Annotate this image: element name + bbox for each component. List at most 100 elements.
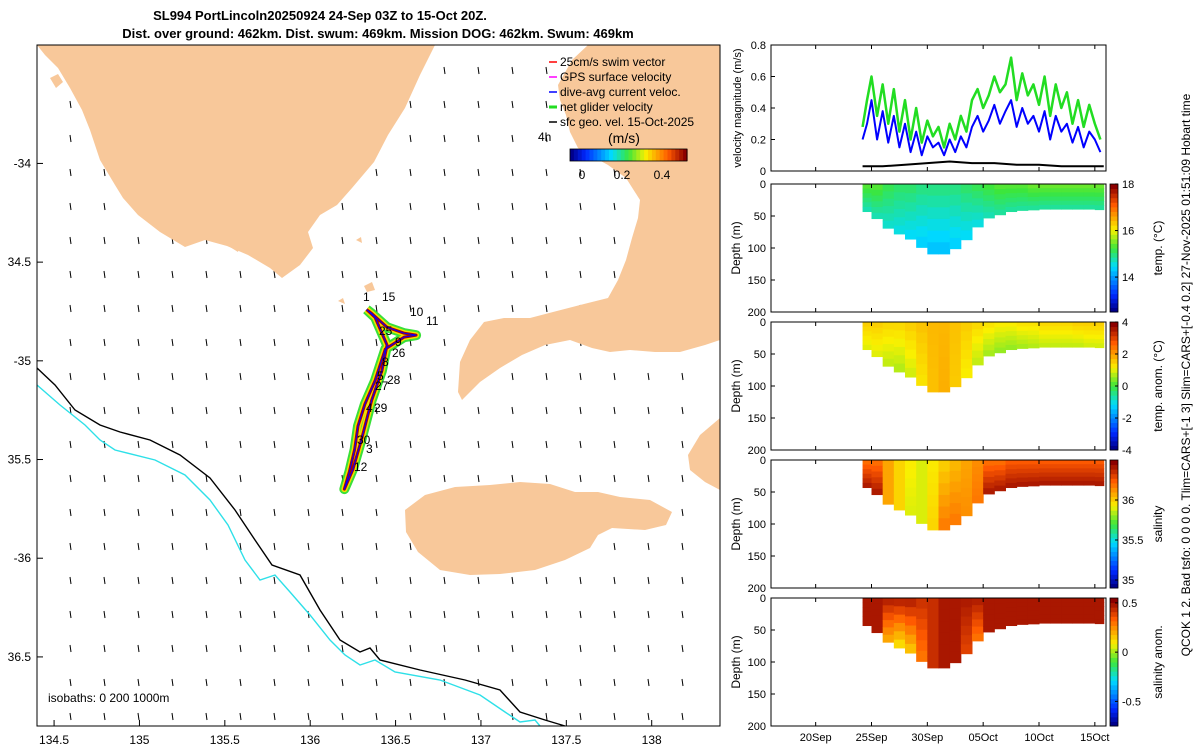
sfc-geo-arrow bbox=[477, 474, 480, 483]
temperature-section: 0 50 100 150 200 Depth (m) 14 16 18 temp. (°C) bbox=[729, 179, 1165, 319]
sfc-geo-arrow bbox=[69, 270, 72, 279]
section-cell bbox=[871, 350, 884, 358]
sfc-geo-arrow bbox=[477, 168, 480, 177]
sfc-geo-arrow bbox=[443, 678, 446, 687]
sfc-geo-arrow bbox=[137, 270, 140, 279]
sfc-geo-arrow bbox=[69, 474, 72, 483]
section-colorbar-swatch bbox=[1110, 363, 1118, 369]
section-y-tick-label: 100 bbox=[748, 243, 766, 255]
sfc-geo-arrow bbox=[375, 542, 378, 551]
sfc-geo-arrow bbox=[375, 168, 378, 177]
section-cell bbox=[916, 236, 928, 248]
section-cell bbox=[1083, 476, 1096, 482]
section-colorbar-swatch bbox=[1110, 524, 1118, 530]
section-cell bbox=[1039, 598, 1051, 603]
section-cell bbox=[905, 598, 917, 608]
section-colorbar-swatch bbox=[1110, 302, 1118, 308]
section-cell bbox=[1094, 326, 1105, 332]
colorbar-tick-2: 0.4 bbox=[654, 168, 671, 182]
section-colorbar-swatch bbox=[1110, 616, 1118, 622]
sfc-geo-arrow bbox=[443, 202, 446, 211]
section-cell bbox=[938, 460, 951, 473]
colorbar-swatch bbox=[663, 149, 669, 161]
section-cell bbox=[1083, 196, 1096, 202]
section-cell bbox=[960, 469, 973, 480]
time-axis: 20Sep 25Sep 30Sep 05Oct 10Oct 15Oct bbox=[800, 732, 1110, 744]
sfc-geo-arrow bbox=[171, 576, 174, 585]
sfc-geo-arrow bbox=[409, 542, 412, 551]
section-colorbar-swatch bbox=[1110, 648, 1118, 654]
section-cell bbox=[972, 633, 984, 642]
section-cell bbox=[1050, 322, 1062, 327]
legend-net-label: net glider velocity bbox=[560, 100, 653, 114]
map-legend: 25cm/s swim vector GPS surface velocity … bbox=[538, 55, 694, 182]
section-cell bbox=[1094, 619, 1105, 625]
section-cell bbox=[882, 467, 895, 476]
section-cell bbox=[972, 460, 984, 468]
sfc-geo-arrow bbox=[137, 712, 140, 721]
section-cell bbox=[882, 620, 895, 628]
section-cell bbox=[938, 471, 951, 484]
section-cell bbox=[938, 195, 951, 208]
section-cell bbox=[983, 184, 995, 191]
section-cell bbox=[1027, 606, 1040, 612]
sfc-geo-arrow bbox=[375, 508, 378, 517]
section-cell bbox=[927, 207, 939, 220]
legend-swim-vector: 25cm/s swim vector bbox=[549, 55, 665, 69]
section-cell bbox=[1016, 615, 1029, 621]
section-cell bbox=[905, 349, 917, 360]
section-cell bbox=[960, 359, 973, 369]
sfc-geo-arrow bbox=[579, 202, 582, 211]
section-cell bbox=[1072, 480, 1085, 486]
section-cell bbox=[960, 193, 973, 204]
section-colorbar-swatch bbox=[1110, 639, 1118, 645]
section-cell bbox=[972, 343, 984, 352]
section-cell bbox=[862, 331, 872, 337]
section-colorbar-tick-label: -0.5 bbox=[1122, 696, 1141, 708]
section-colorbar-swatch bbox=[1110, 657, 1118, 663]
section-cell bbox=[1061, 464, 1073, 469]
section-colorbar-swatch bbox=[1110, 193, 1118, 199]
section-cell bbox=[862, 193, 872, 199]
colorbar-swatch bbox=[601, 149, 606, 161]
sfc-geo-arrow bbox=[69, 576, 72, 585]
sfc-geo-arrow bbox=[273, 474, 276, 483]
sfc-geo-arrow bbox=[511, 304, 514, 313]
colorbar-swatch bbox=[593, 149, 598, 161]
sfc-geo-arrow bbox=[681, 610, 684, 619]
section-colorbar-swatch bbox=[1110, 238, 1118, 244]
section-cell bbox=[862, 620, 872, 627]
section-colorbar-swatch bbox=[1110, 293, 1118, 299]
sfc-geo-arrow bbox=[443, 406, 446, 415]
isobath-1000m bbox=[36, 384, 541, 727]
sfc-geo-arrow bbox=[477, 610, 480, 619]
sfc-geo-arrow bbox=[647, 712, 650, 721]
section-cell bbox=[983, 200, 995, 208]
section-y-label: Depth (m) bbox=[729, 221, 743, 274]
section-cell bbox=[960, 487, 973, 498]
sfc-geo-arrow bbox=[137, 304, 140, 313]
section-cell bbox=[916, 481, 928, 493]
temperature-anomaly-section: 0 50 100 150 200 Depth (m) -4 -2 0 2 4 temp. anom. … bbox=[729, 317, 1165, 457]
section-cell bbox=[994, 184, 1006, 190]
sfc-geo-arrow bbox=[341, 508, 344, 517]
section-cell bbox=[916, 226, 928, 238]
section-colorbar-swatch bbox=[1110, 537, 1118, 543]
sfc-geo-arrow bbox=[545, 440, 548, 449]
sfc-geo-arrow bbox=[579, 576, 582, 585]
sfc-geo-arrow bbox=[103, 474, 106, 483]
section-cell bbox=[949, 619, 962, 631]
sfc-geo-arrow bbox=[341, 338, 344, 347]
section-cell bbox=[1039, 618, 1051, 624]
section-cell bbox=[938, 333, 951, 346]
section-cell bbox=[893, 330, 906, 340]
colorbar-swatch bbox=[609, 149, 614, 161]
section-cell bbox=[927, 598, 939, 611]
sfc-geo-arrow bbox=[205, 406, 208, 415]
section-cell bbox=[949, 184, 962, 196]
section-colorbar-swatch bbox=[1110, 574, 1118, 580]
section-cell bbox=[938, 656, 951, 669]
section-cell bbox=[1027, 343, 1040, 349]
section-cell bbox=[862, 460, 872, 466]
section-cell bbox=[862, 206, 872, 213]
